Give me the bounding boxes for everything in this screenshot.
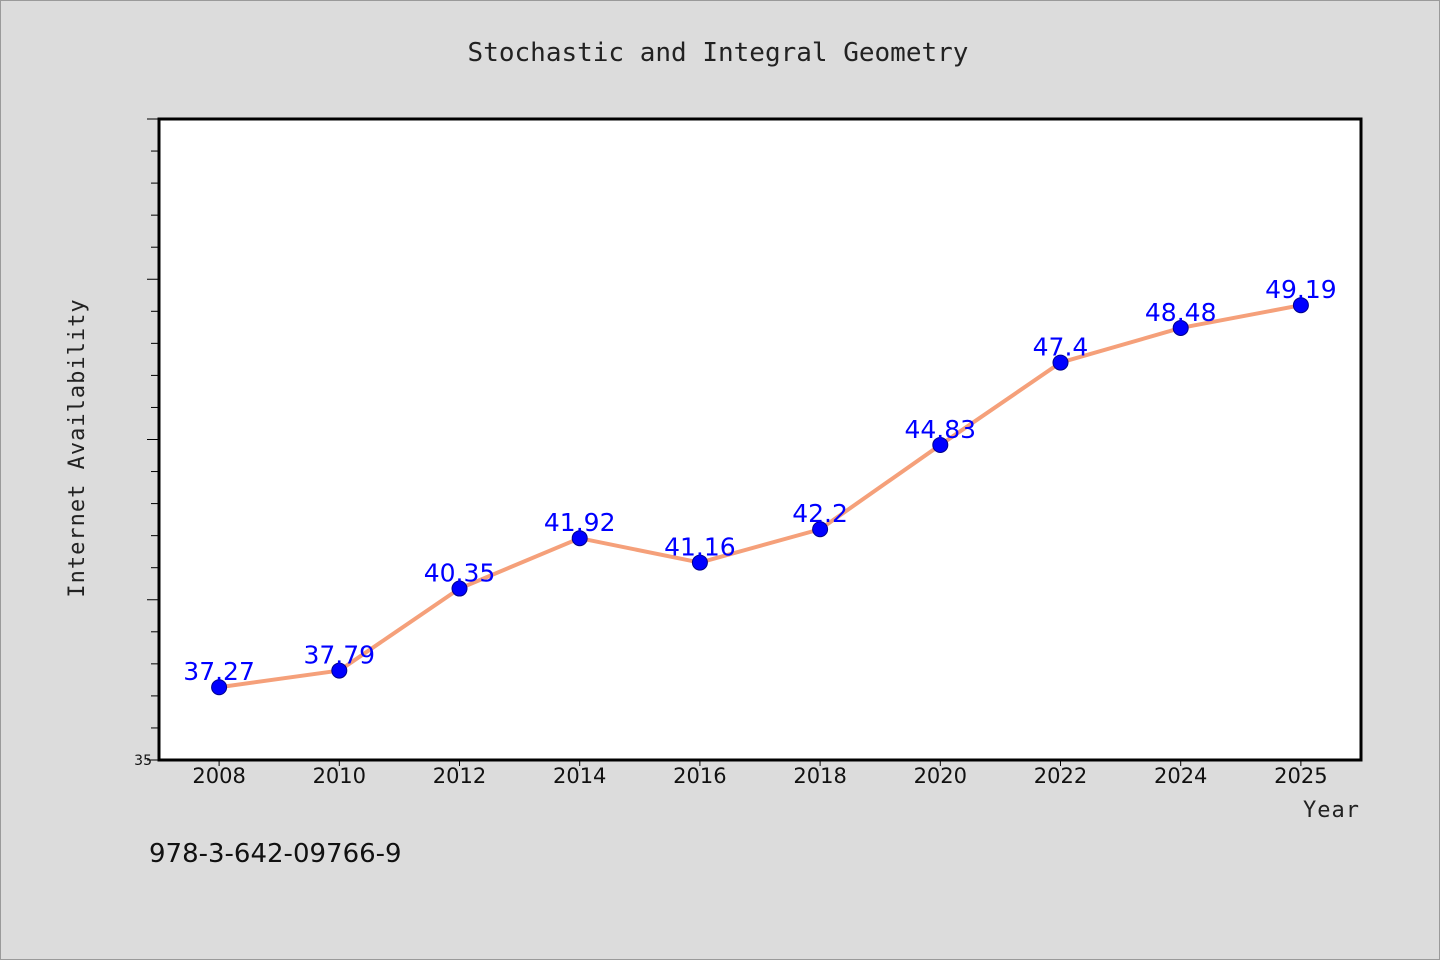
chart-title: Stochastic and Integral Geometry <box>468 38 969 68</box>
data-point <box>571 530 588 547</box>
data-label: 40.35 <box>424 559 496 588</box>
data-point <box>691 554 708 571</box>
x-tick-label: 2010 <box>313 764 366 788</box>
plot-area <box>157 117 1363 762</box>
y-axis-label: Internet Availability <box>65 298 90 597</box>
data-point <box>331 662 348 679</box>
data-point <box>812 521 829 538</box>
data-point <box>1172 319 1189 336</box>
x-axis-label: Year <box>1303 798 1360 823</box>
data-point <box>451 580 468 597</box>
x-tick-label: 2008 <box>192 764 245 788</box>
data-point <box>1292 297 1309 314</box>
data-label: 44.83 <box>905 415 977 444</box>
data-label: 37.79 <box>304 641 376 670</box>
data-point <box>1052 354 1069 371</box>
series-line <box>217 303 1303 690</box>
data-label: 41.92 <box>544 508 616 537</box>
data-point <box>211 679 228 696</box>
data-label: 41.16 <box>664 533 736 562</box>
data-point <box>932 436 949 453</box>
x-tick-label: 2020 <box>914 764 967 788</box>
x-tick-label: 2018 <box>793 764 846 788</box>
x-axis-ticks: 2008 2010 2012 2014 2016 2018 2020 2022 2024 2025 <box>192 760 1328 788</box>
x-tick-label: 2025 <box>1274 764 1327 788</box>
isbn-annotation: 978-3-642-09766-9 <box>149 839 402 869</box>
data-label: 47.4 <box>1033 333 1089 362</box>
x-tick-label: 2016 <box>673 764 726 788</box>
data-label: 48.48 <box>1145 298 1217 327</box>
data-labels: 37.27 37.79 40.35 41.92 41.16 42.2 44.83 47.4 48… <box>183 275 1336 686</box>
series-markers <box>211 297 1309 696</box>
x-tick-label: 2024 <box>1154 764 1207 788</box>
x-tick-label: 2022 <box>1034 764 1087 788</box>
y-axis-ticks: 35 <box>134 118 159 769</box>
x-tick-label: 2012 <box>433 764 486 788</box>
x-tick-label: 2014 <box>553 764 606 788</box>
data-label: 42.2 <box>792 499 848 528</box>
data-label: 37.27 <box>183 657 255 686</box>
data-label: 49.19 <box>1265 275 1337 304</box>
y-tick-label: 35 <box>134 753 152 769</box>
